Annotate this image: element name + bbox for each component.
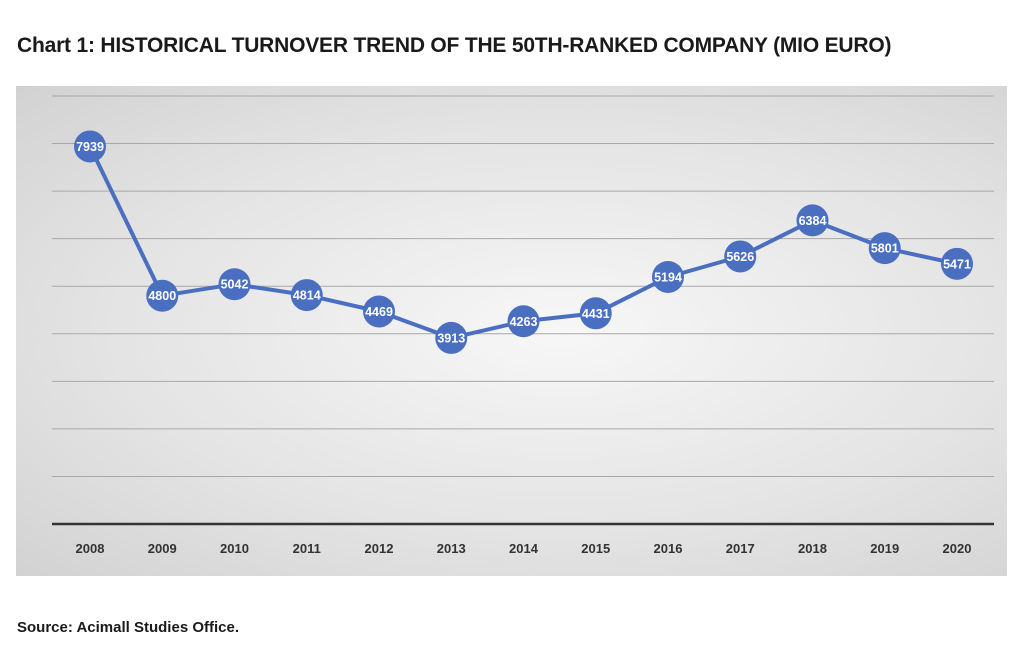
data-point-marker [74,130,106,163]
data-point-marker [579,297,612,330]
data-label: 4800 [148,289,176,303]
data-point-marker [218,268,251,301]
data-point-marker [146,279,179,312]
x-tick-label: 2018 [798,541,827,556]
line-chart: 2008 2009 2010 2011 2012 2013 2014 2015 2016 2017… [52,95,994,556]
x-tick-labels: 2008 2009 2010 2011 2012 2013 2014 2015 2016 2017… [76,541,972,556]
data-label: 5042 [221,278,249,292]
chart-title: Chart 1: HISTORICAL TURNOVER TREND OF TH… [17,34,892,57]
data-point-marker [796,204,829,237]
data-label: 4431 [582,307,610,321]
data-point-marker [724,240,757,273]
x-tick-label: 2012 [365,541,394,556]
data-label: 3913 [437,331,465,345]
gridlines [52,95,994,477]
data-label: 4263 [510,315,538,329]
data-label: 5194 [654,270,682,284]
x-tick-label: 2020 [943,541,972,556]
data-label: 5801 [871,242,899,256]
data-point-marker [652,260,684,293]
x-tick-label: 2019 [870,541,899,556]
data-points: 7939 4800 5042 4814 4469 3913 4263 4431 5194 5626… [74,130,973,354]
data-label: 4814 [293,289,321,303]
data-label: 5626 [726,250,754,264]
x-tick-label: 2015 [581,541,610,556]
data-point-marker [435,321,468,354]
x-tick-label: 2009 [148,541,177,556]
data-point-marker [507,305,540,338]
x-tick-label: 2014 [509,541,539,556]
data-point-marker [868,232,901,265]
data-label: 4469 [365,305,393,319]
data-label: 5471 [943,257,971,271]
data-label: 6384 [799,214,827,228]
x-tick-label: 2016 [654,541,683,556]
x-tick-label: 2011 [293,541,321,556]
data-label: 7939 [76,140,104,154]
x-tick-label: 2013 [437,541,466,556]
data-point-marker [290,279,323,312]
x-tick-label: 2008 [76,541,105,556]
x-tick-label: 2017 [726,541,755,556]
data-point-marker [363,295,395,328]
source-note: Source: Acimall Studies Office. [17,619,240,636]
data-point-marker [941,247,973,280]
x-tick-label: 2010 [220,541,249,556]
